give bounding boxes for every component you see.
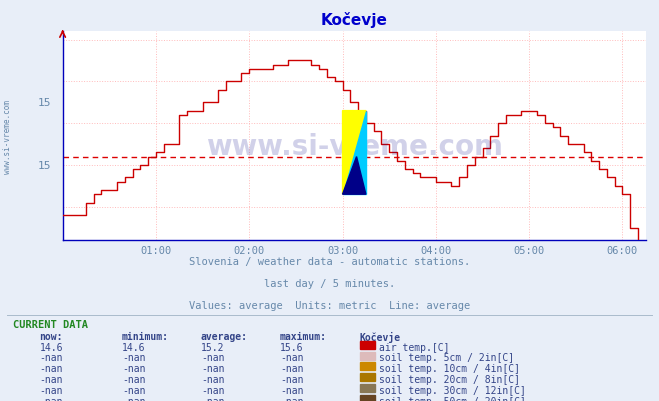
Polygon shape: [343, 111, 366, 195]
Text: -nan: -nan: [40, 352, 63, 363]
Text: -nan: -nan: [201, 385, 225, 395]
Text: -nan: -nan: [122, 385, 146, 395]
Text: now:: now:: [40, 331, 63, 341]
Text: Kočevje: Kočevje: [359, 331, 400, 342]
Text: -nan: -nan: [122, 352, 146, 363]
Text: 14.6: 14.6: [122, 342, 146, 352]
Text: last day / 5 minutes.: last day / 5 minutes.: [264, 279, 395, 289]
Text: -nan: -nan: [40, 374, 63, 384]
Text: soil temp. 50cm / 20in[C]: soil temp. 50cm / 20in[C]: [379, 396, 526, 401]
Text: air temp.[C]: air temp.[C]: [379, 342, 449, 352]
Text: soil temp. 20cm / 8in[C]: soil temp. 20cm / 8in[C]: [379, 374, 520, 384]
Text: -nan: -nan: [280, 363, 304, 373]
Text: -nan: -nan: [201, 374, 225, 384]
Text: www.si-vreme.com: www.si-vreme.com: [3, 99, 13, 173]
Text: -nan: -nan: [40, 385, 63, 395]
Polygon shape: [343, 111, 366, 195]
Text: soil temp. 10cm / 4in[C]: soil temp. 10cm / 4in[C]: [379, 363, 520, 373]
Text: -nan: -nan: [122, 396, 146, 401]
Text: -nan: -nan: [122, 374, 146, 384]
Text: 15: 15: [38, 98, 51, 108]
Text: 15: 15: [38, 160, 51, 170]
Text: -nan: -nan: [201, 363, 225, 373]
Text: Values: average  Units: metric  Line: average: Values: average Units: metric Line: aver…: [189, 301, 470, 311]
Text: -nan: -nan: [280, 385, 304, 395]
Text: soil temp. 5cm / 2in[C]: soil temp. 5cm / 2in[C]: [379, 352, 514, 363]
Title: Kočevje: Kočevje: [321, 12, 387, 28]
Text: 15.2: 15.2: [201, 342, 225, 352]
Text: -nan: -nan: [201, 352, 225, 363]
Text: 15.6: 15.6: [280, 342, 304, 352]
Text: soil temp. 30cm / 12in[C]: soil temp. 30cm / 12in[C]: [379, 385, 526, 395]
Text: -nan: -nan: [201, 396, 225, 401]
Text: Slovenia / weather data - automatic stations.: Slovenia / weather data - automatic stat…: [189, 257, 470, 267]
Text: CURRENT DATA: CURRENT DATA: [13, 319, 88, 329]
Text: -nan: -nan: [280, 352, 304, 363]
Text: -nan: -nan: [40, 396, 63, 401]
Polygon shape: [343, 157, 366, 195]
Text: -nan: -nan: [40, 363, 63, 373]
Text: minimum:: minimum:: [122, 331, 169, 341]
Text: www.si-vreme.com: www.si-vreme.com: [206, 133, 503, 161]
Text: -nan: -nan: [122, 363, 146, 373]
Text: 14.6: 14.6: [40, 342, 63, 352]
Text: -nan: -nan: [280, 396, 304, 401]
Text: maximum:: maximum:: [280, 331, 327, 341]
Text: average:: average:: [201, 331, 248, 341]
Text: -nan: -nan: [280, 374, 304, 384]
